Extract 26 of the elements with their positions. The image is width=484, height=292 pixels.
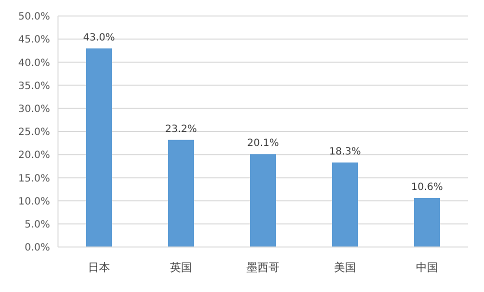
bar [332, 162, 358, 247]
data-label: 23.2% [165, 124, 197, 135]
y-tick-label: 25.0% [18, 127, 50, 138]
x-tick-label: 英国 [170, 260, 192, 274]
x-tick-label: 日本 [88, 260, 110, 274]
bar [414, 198, 440, 247]
y-tick-label: 40.0% [18, 58, 50, 69]
y-tick-label: 10.0% [18, 196, 50, 208]
y-tick-label: 20.0% [18, 150, 50, 162]
bar [250, 154, 276, 247]
y-tick-label: 50.0% [18, 12, 50, 23]
data-label: 20.1% [247, 138, 279, 150]
bar [168, 140, 194, 247]
data-label: 10.6% [411, 182, 443, 194]
x-tick-label: 中国 [416, 260, 438, 274]
y-tick-label: 30.0% [18, 104, 50, 115]
y-tick-label: 5.0% [24, 219, 50, 230]
bar [86, 48, 112, 247]
y-tick-label: 0.0% [24, 242, 50, 254]
y-tick-label: 35.0% [18, 80, 50, 92]
x-tick-label: 墨西哥 [246, 260, 280, 274]
y-tick-label: 45.0% [18, 34, 50, 46]
y-tick-label: 15.0% [18, 173, 50, 184]
data-label: 43.0% [83, 32, 115, 44]
data-label: 18.3% [329, 146, 361, 158]
x-tick-label: 美国 [334, 260, 356, 274]
